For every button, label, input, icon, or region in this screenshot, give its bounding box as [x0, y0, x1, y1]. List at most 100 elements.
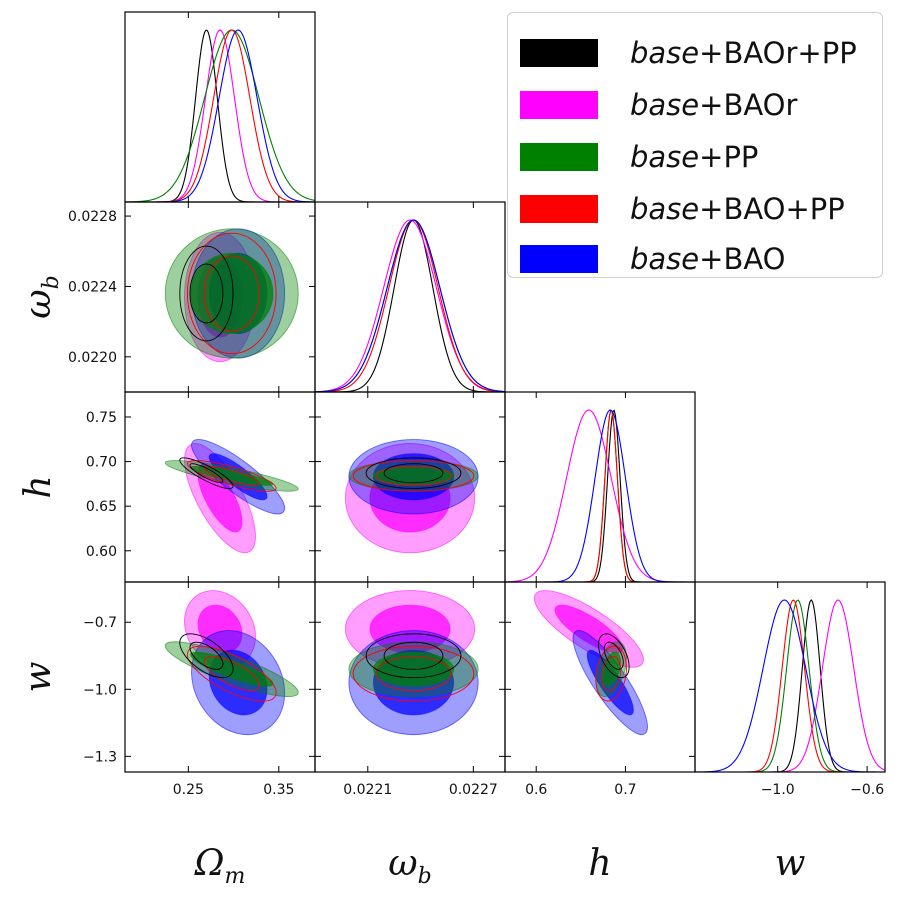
contour-68	[375, 465, 452, 486]
contour-68	[383, 641, 444, 670]
x-tick-label: 0.6	[525, 782, 547, 798]
panel-frame	[694, 581, 886, 773]
contour-panel-omega_b-h	[344, 439, 479, 554]
density-curve	[125, 29, 315, 202]
x-tick-label: 0.7	[614, 782, 636, 798]
panel-frame	[314, 201, 506, 393]
y-axis-title-w: w	[18, 661, 59, 692]
density-curve	[505, 409, 695, 582]
y-tick-label: −1.3	[83, 749, 117, 765]
contour-95	[352, 645, 475, 702]
density-curve	[505, 409, 695, 582]
contour-68	[189, 641, 224, 670]
legend-item: base+BAO	[520, 241, 786, 277]
x-tick-label: 0.0221	[343, 782, 392, 798]
axis-title-symbol: h	[18, 475, 59, 498]
legend-swatch	[520, 195, 598, 223]
density-curve	[315, 219, 505, 392]
density-curve	[505, 409, 695, 582]
legend-swatch	[520, 39, 598, 67]
axis-title-subscript: m	[224, 864, 245, 889]
contour-68	[603, 641, 624, 670]
panel-frame	[124, 11, 316, 203]
legend-label: base+BAO+PP	[630, 192, 845, 226]
y-tick-label: −1.0	[83, 682, 117, 698]
contour-panel-omega_b-w	[344, 590, 479, 736]
x-tick-label: −1.0	[761, 782, 795, 798]
contour-68	[189, 263, 224, 324]
y-tick-label: 0.65	[86, 499, 117, 515]
contour-95	[365, 457, 462, 489]
contour-95	[352, 460, 475, 492]
legend-swatch	[520, 245, 598, 273]
contour-95	[186, 460, 277, 492]
x-axis-title-Omega_m: Ωm	[194, 843, 246, 889]
axis-title-symbol: ω	[18, 289, 59, 318]
contour-68	[383, 463, 444, 484]
density-panel-omega_b	[315, 219, 505, 392]
legend-swatch	[520, 91, 598, 119]
legend-item: base+PP	[520, 139, 758, 175]
contour-68	[601, 656, 622, 692]
contour-panel-Omega_m-omega_b	[164, 228, 299, 363]
legend-label: base+BAOr+PP	[630, 36, 857, 70]
x-axis-title-omega_b: ωb	[388, 843, 431, 889]
x-tick-label: −0.6	[850, 782, 884, 798]
legend-item: base+BAOr+PP	[520, 35, 857, 71]
density-curve	[315, 219, 505, 392]
density-curve	[125, 29, 315, 202]
y-tick-label: 0.60	[86, 544, 117, 560]
density-curve	[695, 599, 885, 772]
density-panel-w	[695, 599, 885, 772]
axis-title-symbol: h	[588, 843, 611, 884]
axis-title-symbol: w	[18, 661, 59, 692]
density-curve	[315, 219, 505, 392]
contour-95	[179, 245, 234, 342]
contour-68	[203, 656, 260, 692]
x-axis-title-w: w	[775, 843, 806, 884]
density-curve	[125, 29, 315, 202]
density-panel-Omega_m	[125, 29, 315, 202]
y-tick-label: 0.70	[86, 455, 117, 471]
axis-title-symbol: w	[775, 843, 806, 884]
x-tick-label: 0.35	[263, 782, 294, 798]
axis-title-subscript: b	[418, 864, 432, 889]
y-axis-title-omega_b: ωb	[18, 275, 64, 318]
contour-95	[365, 633, 462, 679]
contour-68	[190, 252, 274, 335]
x-tick-label: 0.25	[173, 782, 204, 798]
axis-title-symbol: ω	[388, 843, 417, 884]
contour-panel-h-w	[533, 590, 648, 736]
contour-68	[375, 656, 452, 692]
density-curve	[125, 29, 315, 202]
density-curve	[695, 599, 885, 772]
y-tick-label: −0.7	[83, 615, 117, 631]
legend-label: base+PP	[630, 140, 759, 174]
legend-label: base+BAO	[630, 242, 786, 276]
density-panel-h	[505, 409, 695, 582]
contour-95	[179, 633, 234, 679]
legend-swatch	[520, 143, 598, 171]
x-tick-label: 0.0227	[449, 782, 498, 798]
density-curve	[505, 409, 695, 582]
legend-label: base+BAOr	[630, 88, 798, 122]
contour-95	[186, 645, 277, 702]
y-tick-label: 0.0228	[68, 209, 117, 225]
y-axis-title-h: h	[18, 475, 59, 498]
density-curve	[125, 29, 315, 202]
contour-68	[203, 255, 260, 332]
contour-95	[598, 633, 630, 679]
legend: base+BAOr+PP base+BAOr base+PP base+BAO+…	[507, 12, 883, 278]
density-curve	[315, 219, 505, 392]
panel-frame	[504, 391, 696, 583]
legend-item: base+BAOr	[520, 87, 797, 123]
density-curve	[315, 219, 505, 392]
density-curve	[695, 599, 885, 772]
y-tick-label: 0.0224	[68, 279, 117, 295]
density-curve	[695, 599, 885, 772]
y-tick-label: 0.75	[86, 410, 117, 426]
x-axis-title-h: h	[588, 843, 611, 884]
contour-68	[189, 463, 224, 484]
contour-95	[186, 232, 277, 355]
